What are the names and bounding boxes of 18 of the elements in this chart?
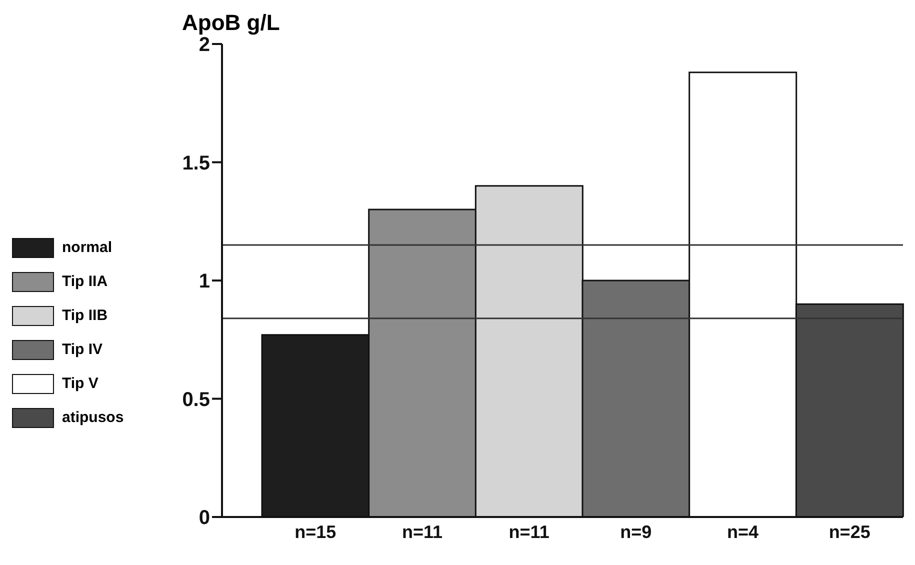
legend-label: Tip IV [62,341,103,358]
y-tick-label: 0 [198,507,210,530]
y-tick-label: 0.5 [182,388,210,411]
y-tick-label: 1.5 [182,152,210,174]
legend-label: Tip IIA [62,273,108,290]
legend-label: Tip V [62,375,98,392]
legend-label: normal [62,239,112,256]
x-tick-label: n=25 [828,522,870,542]
y-tick-label: 1 [198,270,210,293]
y-axis-title: ApoB g/L [182,10,280,36]
x-tick-label: n=4 [726,522,759,542]
x-tick-label: n=11 [402,522,443,542]
x-tick-label: n=11 [508,522,550,542]
y-tick-label: 2 [198,34,210,56]
x-tick-label: n=15 [294,522,336,542]
legend-label: atipusos [62,409,124,426]
x-tick-label: n=9 [620,522,652,542]
legend-label: Tip IIB [62,307,108,324]
